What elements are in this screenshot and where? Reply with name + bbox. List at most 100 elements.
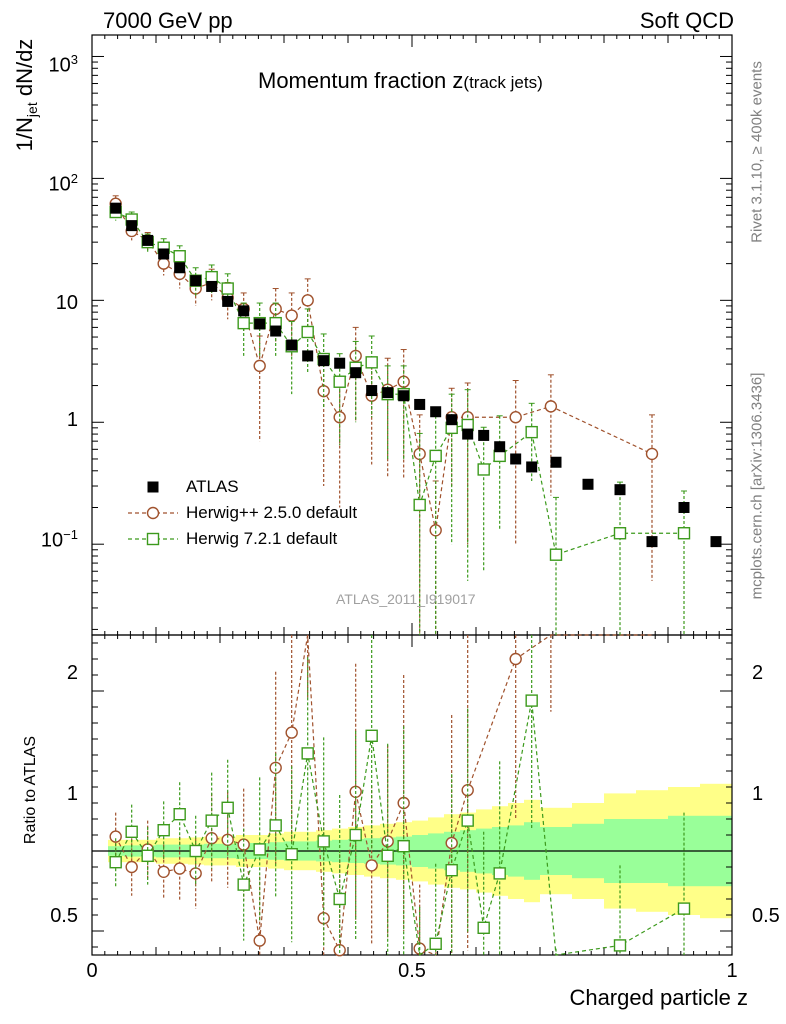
atlas-point-30 — [646, 536, 658, 548]
ratio-point-1-0 — [109, 830, 122, 843]
ratio-point-1-1 — [125, 860, 138, 874]
main-point-1-11 — [285, 309, 298, 322]
x-axis-label: Charged particle z — [569, 985, 748, 1010]
ratio-point-2-14 — [333, 892, 346, 906]
atlas-point-31 — [678, 501, 690, 513]
y-tick-base-1000: 10 — [48, 54, 71, 77]
main-point-1-12 — [301, 294, 314, 307]
atlas-point-20 — [430, 406, 442, 418]
chart-title: Momentum fraction z(track jets) — [258, 68, 543, 94]
atlas-point-24 — [494, 441, 506, 453]
ratio-point-2-15 — [349, 828, 362, 842]
atlas-point-3 — [158, 248, 170, 260]
legend-label-herwigpp: Herwig++ 2.5.0 default — [186, 503, 358, 522]
atlas-point-0 — [110, 202, 122, 214]
x-tick-label-0: 0 — [86, 960, 98, 982]
atlas-point-22 — [462, 428, 474, 440]
main-point-2-12 — [301, 325, 314, 339]
main-point-1-15 — [349, 349, 362, 363]
legend-markers — [128, 481, 178, 546]
ratio-line-2 — [115, 700, 685, 957]
atlas-point-27 — [550, 456, 562, 468]
ratio-tick-right-2: 2 — [752, 662, 764, 684]
x-tick-label-2: 1 — [726, 960, 738, 982]
main-point-1-3 — [157, 257, 170, 270]
ratio-point-2-13 — [317, 835, 330, 848]
ratio-point-2-28 — [677, 902, 691, 915]
ratio-y-axis-label: Ratio to ATLAS — [22, 735, 39, 845]
y-tick-exp-1000: 3 — [70, 52, 78, 67]
ratio-point-1-21 — [445, 836, 458, 850]
y-tick-label-0.1: 10−1 — [41, 527, 78, 553]
atlas-point-12 — [302, 350, 314, 362]
x-tick-label-1: 0.5 — [398, 960, 426, 982]
ratio-point-2-16 — [365, 729, 378, 742]
main-point-2-7 — [221, 282, 234, 295]
main-point-2-8 — [237, 316, 250, 330]
main-point-2-27 — [613, 527, 627, 540]
y-tick-label-100: 102 — [49, 171, 78, 197]
main-point-2-14 — [333, 375, 346, 388]
ratio-point-2-12 — [301, 747, 314, 760]
main-point-2-16 — [365, 356, 378, 369]
y-tick-label-1: 1 — [66, 409, 78, 431]
ratio-point-2-23 — [477, 921, 490, 934]
atlas-point-11 — [286, 339, 298, 351]
ratio-point-2-20 — [429, 937, 442, 950]
y-axis-label-b: dN/dz — [11, 38, 37, 103]
ratio-point-1-11 — [285, 726, 298, 739]
atlas-point-21 — [446, 414, 458, 426]
legend-label-atlas: ATLAS — [186, 477, 239, 496]
atlas-point-19 — [414, 398, 426, 410]
atlas-point-29 — [614, 484, 626, 496]
ratio-tick-left-1: 1 — [66, 783, 78, 805]
ratio-tick-right-1: 1 — [752, 783, 764, 805]
data-series — [109, 195, 722, 957]
legend-marker-atlas — [147, 481, 159, 493]
atlas-point-7 — [222, 295, 234, 307]
analysis-label: ATLAS_2011_I919017 — [336, 591, 476, 607]
header-category: Soft QCD — [639, 8, 734, 33]
y-axis-label-sub: jet — [24, 102, 41, 118]
chart-title-sub: (track jets) — [463, 73, 543, 92]
ratio-point-2-5 — [189, 844, 202, 858]
y-tick-exp-0.1: −1 — [63, 527, 78, 542]
y-tick-label-10: 10 — [55, 292, 78, 314]
atlas-point-16 — [366, 385, 378, 397]
atlas-point-2 — [142, 234, 154, 246]
main-point-2-19 — [413, 498, 426, 512]
chart-title-main: Momentum fraction z — [258, 68, 464, 93]
atlas-point-32 — [710, 536, 722, 548]
header-energy: 7000 GeV pp — [103, 8, 233, 33]
ratio-point-2-24 — [493, 867, 506, 880]
ratio-point-1-4 — [173, 862, 186, 875]
ratio-point-2-11 — [285, 848, 298, 861]
atlas-point-13 — [318, 355, 330, 367]
atlas-point-1 — [126, 220, 138, 232]
y-tick-exp-100: 2 — [70, 171, 78, 186]
main-point-1-25 — [645, 447, 659, 461]
ratio-point-2-18 — [397, 840, 410, 853]
main-point-2-4 — [173, 250, 186, 263]
main-point-2-23 — [477, 463, 490, 476]
atlas-point-6 — [206, 280, 218, 292]
ratio-line-1 — [115, 634, 652, 956]
legend-marker-herwig7 — [146, 532, 160, 546]
legend-label-herwig7: Herwig 7.2.1 default — [186, 529, 338, 548]
ratio-tick-left-0.5: 0.5 — [50, 905, 78, 927]
ratio-point-2-25 — [525, 694, 538, 707]
ratio-point-1-23 — [509, 652, 522, 666]
main-point-1-24 — [544, 400, 558, 413]
main-point-2-20 — [429, 449, 442, 463]
ratio-point-2-8 — [237, 878, 250, 891]
ratio-point-1-9 — [253, 934, 266, 947]
ratio-tick-left-2: 2 — [66, 662, 78, 684]
ratio-point-2-22 — [461, 814, 474, 827]
frames — [91, 34, 733, 956]
main-point-1-23 — [509, 411, 522, 424]
ratio-point-2-2 — [141, 849, 154, 862]
ratio-point-2-0 — [109, 856, 122, 869]
ratio-point-2-9 — [253, 843, 266, 856]
ratio-point-1-16 — [365, 859, 378, 872]
